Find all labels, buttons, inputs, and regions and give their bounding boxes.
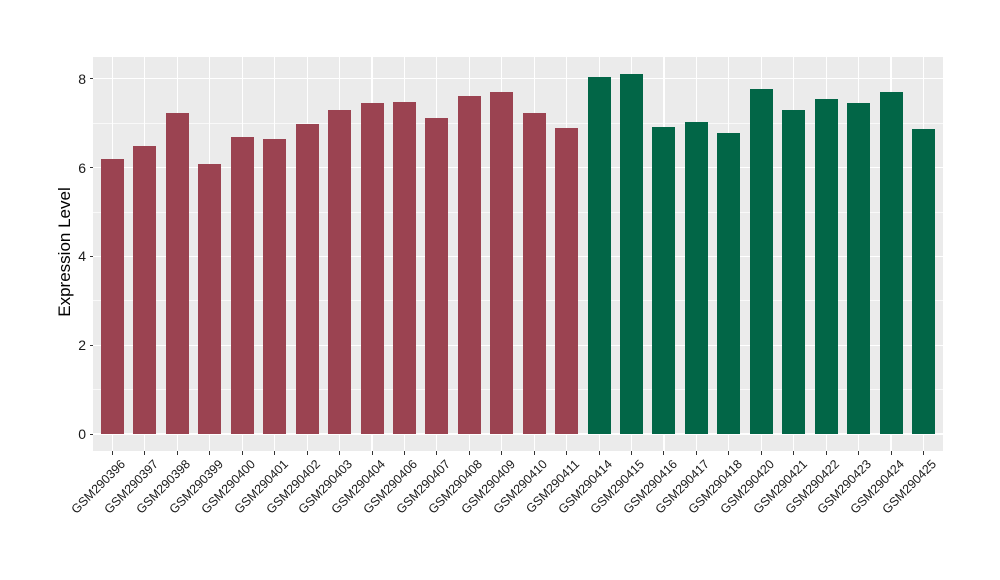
x-axis-tick: [533, 451, 535, 455]
bar: [490, 92, 514, 434]
y-tick-label: 8: [78, 70, 86, 87]
gridline-minor-h: [93, 389, 943, 390]
bar: [555, 127, 579, 434]
y-tick-label: 0: [78, 426, 86, 442]
gridline-major-h: [93, 167, 943, 169]
bar: [912, 128, 936, 434]
gridline-minor-h: [93, 122, 943, 124]
x-axis-tick: [663, 451, 665, 455]
x-axis-tick: [144, 451, 146, 455]
y-axis-tick: [89, 167, 93, 169]
bar: [879, 92, 903, 434]
bar: [717, 132, 741, 434]
gridline-major-h: [93, 344, 943, 346]
bar: [684, 121, 708, 434]
gridline-minor-h: [93, 211, 943, 213]
bar: [652, 127, 676, 434]
x-axis-tick: [209, 451, 211, 455]
y-tick-label: 4: [78, 248, 86, 265]
x-axis-tick: [825, 451, 827, 455]
y-axis-tick: [89, 78, 93, 80]
y-tick-label: 2: [78, 337, 86, 354]
gridline-major-h: [93, 433, 943, 435]
plot-panel: [93, 57, 943, 451]
x-axis-tick: [176, 451, 178, 455]
x-axis-tick: [858, 451, 860, 455]
x-axis-tick: [403, 451, 405, 455]
bar: [587, 76, 611, 434]
bar: [392, 102, 416, 434]
y-axis-tick: [89, 433, 93, 435]
x-axis-tick: [501, 451, 503, 455]
bar: [425, 118, 449, 434]
bar: [165, 112, 189, 434]
x-axis-tick: [111, 451, 113, 455]
x-axis-tick: [306, 451, 308, 455]
x-axis-tick: [371, 451, 373, 455]
gridline-minor-h: [93, 300, 943, 302]
y-axis-tick: [89, 255, 93, 257]
bar: [782, 110, 806, 434]
bar: [263, 138, 287, 434]
x-axis-tick: [728, 451, 730, 455]
bar: [295, 123, 319, 434]
x-axis-tick: [760, 451, 762, 455]
bar: [230, 136, 254, 434]
bar: [328, 110, 352, 434]
bar: [100, 159, 124, 434]
x-axis-tick: [890, 451, 892, 455]
x-axis-tick: [241, 451, 243, 455]
bar: [457, 96, 481, 434]
x-axis-tick: [598, 451, 600, 455]
bar: [522, 113, 546, 434]
x-axis-tick: [631, 451, 633, 455]
x-axis-tick: [923, 451, 925, 455]
bar: [133, 146, 157, 434]
bar: [198, 163, 222, 434]
x-axis-tick: [793, 451, 795, 455]
bar: [360, 102, 384, 434]
gridline-major-h: [93, 78, 943, 80]
x-axis-tick: [436, 451, 438, 455]
bar: [847, 102, 871, 434]
x-axis-tick: [695, 451, 697, 455]
x-axis-tick: [566, 451, 568, 455]
bar: [620, 74, 644, 434]
gridline-major-h: [93, 255, 943, 257]
y-axis-tick: [89, 344, 93, 346]
y-tick-label: 6: [78, 159, 86, 176]
x-axis-tick: [468, 451, 470, 455]
x-axis-tick: [339, 451, 341, 455]
x-axis-tick: [274, 451, 276, 455]
bar: [814, 98, 838, 434]
bar: [749, 89, 773, 434]
